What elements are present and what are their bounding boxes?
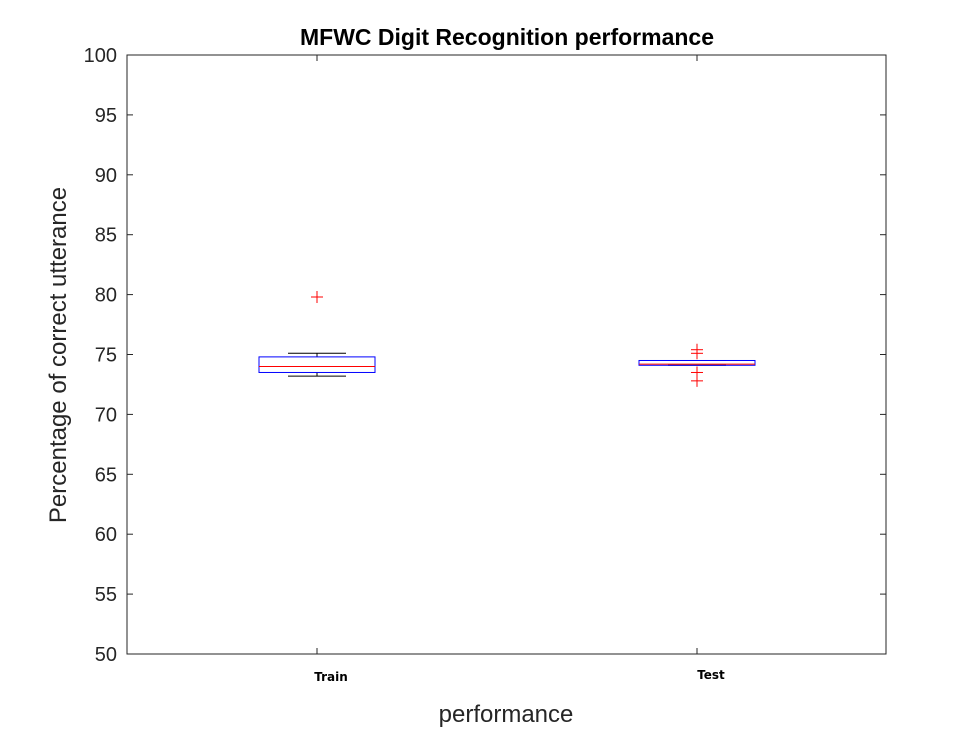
- y-tick-label: 95: [95, 105, 117, 127]
- y-tick-label: 70: [95, 404, 117, 426]
- x-axis-label: performance: [439, 701, 574, 728]
- axes-frame: [126, 54, 887, 655]
- y-tick-label: 50: [95, 644, 117, 666]
- y-axis-label: Percentage of correct utterance: [45, 187, 72, 523]
- outlier-marker: [691, 343, 703, 356]
- x-tick-label: Train: [314, 670, 348, 684]
- box: [638, 359, 756, 366]
- outlier-marker: [691, 366, 703, 379]
- y-tick-label: 65: [95, 464, 117, 486]
- x-tick-label: Test: [697, 668, 725, 682]
- y-tick-label: 85: [95, 225, 117, 247]
- chart-title: MFWC Digit Recognition performance: [300, 24, 714, 50]
- y-tick-label: 80: [95, 285, 117, 307]
- y-tick-label: 90: [95, 165, 117, 187]
- y-tick-label: 55: [95, 584, 117, 606]
- y-tick-label: 75: [95, 345, 117, 367]
- outlier-marker: [311, 290, 323, 303]
- plot-area: 50 55 60 65 70 75 80 85 90 95 100 Train Test: [84, 45, 887, 684]
- y-tick-label: 100: [84, 45, 117, 67]
- box: [258, 356, 376, 373]
- y-tick-label: 60: [95, 524, 117, 546]
